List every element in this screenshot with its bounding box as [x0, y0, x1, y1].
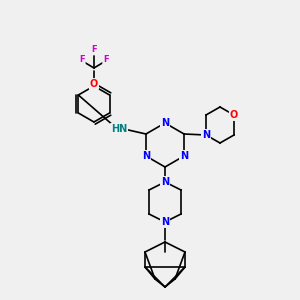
Text: F: F	[103, 56, 109, 64]
Text: HN: HN	[111, 124, 127, 134]
Text: F: F	[91, 46, 97, 55]
Text: N: N	[142, 151, 150, 161]
Text: N: N	[161, 118, 169, 128]
Text: N: N	[180, 151, 188, 161]
Text: N: N	[161, 177, 169, 187]
Text: N: N	[202, 130, 210, 140]
Text: N: N	[161, 217, 169, 227]
Text: O: O	[230, 110, 238, 120]
Text: F: F	[79, 56, 85, 64]
Text: O: O	[90, 79, 98, 89]
